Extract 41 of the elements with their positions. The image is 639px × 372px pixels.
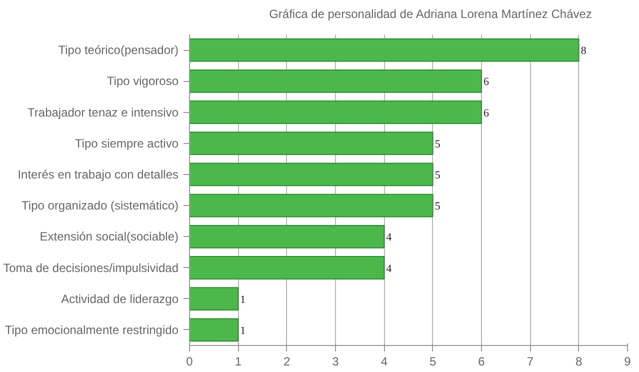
y-tick-label: Toma de decisiones/impulsividad <box>3 260 179 275</box>
bar <box>190 162 434 186</box>
y-tick-label: Actividad de liderazgo <box>61 292 179 306</box>
data-label: 1 <box>240 294 246 306</box>
y-tick-label: Interés en trabajo con detalles <box>18 167 179 182</box>
x-tick-label: 5 <box>429 354 436 368</box>
y-tick-label: Tipo teórico(pensador) <box>58 43 179 58</box>
bar <box>190 256 385 280</box>
x-tick-label: 3 <box>332 354 340 368</box>
x-tick-label: 7 <box>526 354 534 368</box>
bar <box>190 100 482 124</box>
x-tick-label: 6 <box>478 354 486 368</box>
x-tick-label: 4 <box>380 354 388 368</box>
bar <box>190 287 239 311</box>
data-label: 6 <box>484 107 490 120</box>
y-tick-label: Tipo organizado (sistemático) <box>22 198 179 213</box>
bar <box>190 318 239 342</box>
bar <box>190 38 580 62</box>
bar <box>190 224 385 248</box>
data-label: 5 <box>434 138 441 150</box>
y-tick-label: Tipo vigoroso <box>106 74 179 88</box>
data-label: 8 <box>580 45 587 58</box>
y-tick-label: Tipo siempre activo <box>74 136 179 150</box>
bar <box>190 194 434 218</box>
data-label: 4 <box>386 262 392 275</box>
data-label: 6 <box>484 76 490 88</box>
bar <box>190 132 434 156</box>
bar <box>190 69 482 93</box>
x-tick-label: 1 <box>234 354 242 368</box>
data-label: 5 <box>434 169 441 182</box>
x-tick-label: 2 <box>283 354 290 368</box>
data-label: 5 <box>434 200 441 213</box>
x-tick-label: 0 <box>186 354 194 368</box>
y-tick-label: Extensión social(sociable) <box>40 230 179 244</box>
x-tick-label: 9 <box>624 354 632 368</box>
data-label: 1 <box>240 324 246 337</box>
series-label: Gráfica de personalidad de Adriana Lorena Martínez Chávez <box>269 7 592 21</box>
data-label: 4 <box>386 232 392 244</box>
x-tick-label: 8 <box>575 354 582 368</box>
y-tick-label: Tipo emocionalmente restringido <box>4 322 179 337</box>
y-tick-label: Trabajador tenaz e intensivo <box>28 105 179 120</box>
